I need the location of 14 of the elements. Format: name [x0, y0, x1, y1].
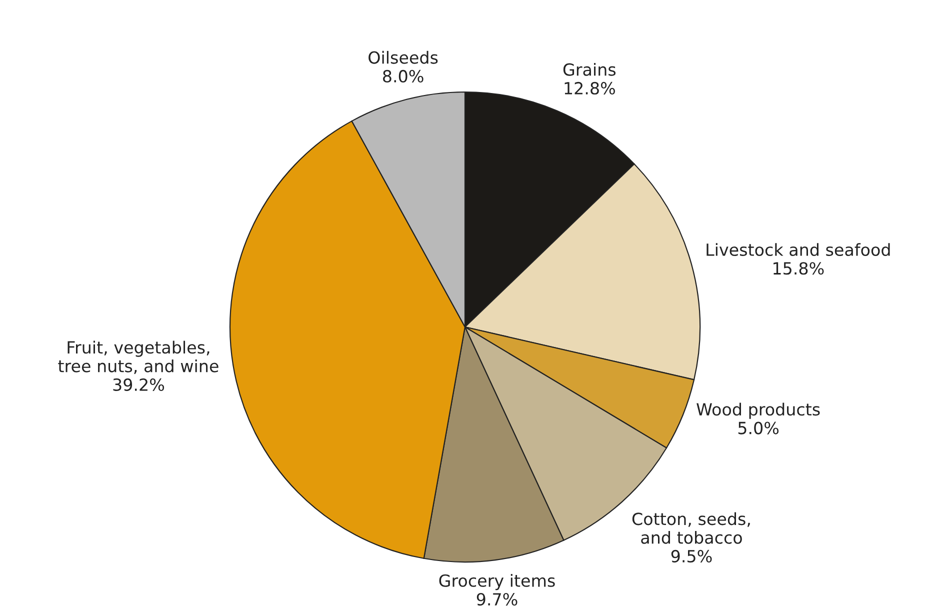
data-label: 8.0%	[383, 70, 424, 82]
slice-label: Oilseeds	[368, 50, 438, 64]
slice-label: Wood products	[696, 402, 820, 419]
data-label: 9.7%	[476, 592, 518, 606]
data-label: 39.2%	[113, 378, 164, 392]
slice-label: Grains	[563, 62, 616, 76]
slice-label: Livestock and seafood	[706, 243, 890, 256]
data-label: 15.8%	[774, 262, 824, 275]
slice-label: Grocery items	[439, 574, 555, 590]
data-label: 12.8%	[564, 82, 615, 95]
data-label: 5.0%	[738, 422, 779, 434]
slice-label: Cotton, seeds, and tobacco	[632, 512, 750, 544]
slice-label: Fruit, vegetables, tree nuts, and wine	[58, 340, 218, 374]
data-label: 9.5%	[671, 550, 712, 563]
